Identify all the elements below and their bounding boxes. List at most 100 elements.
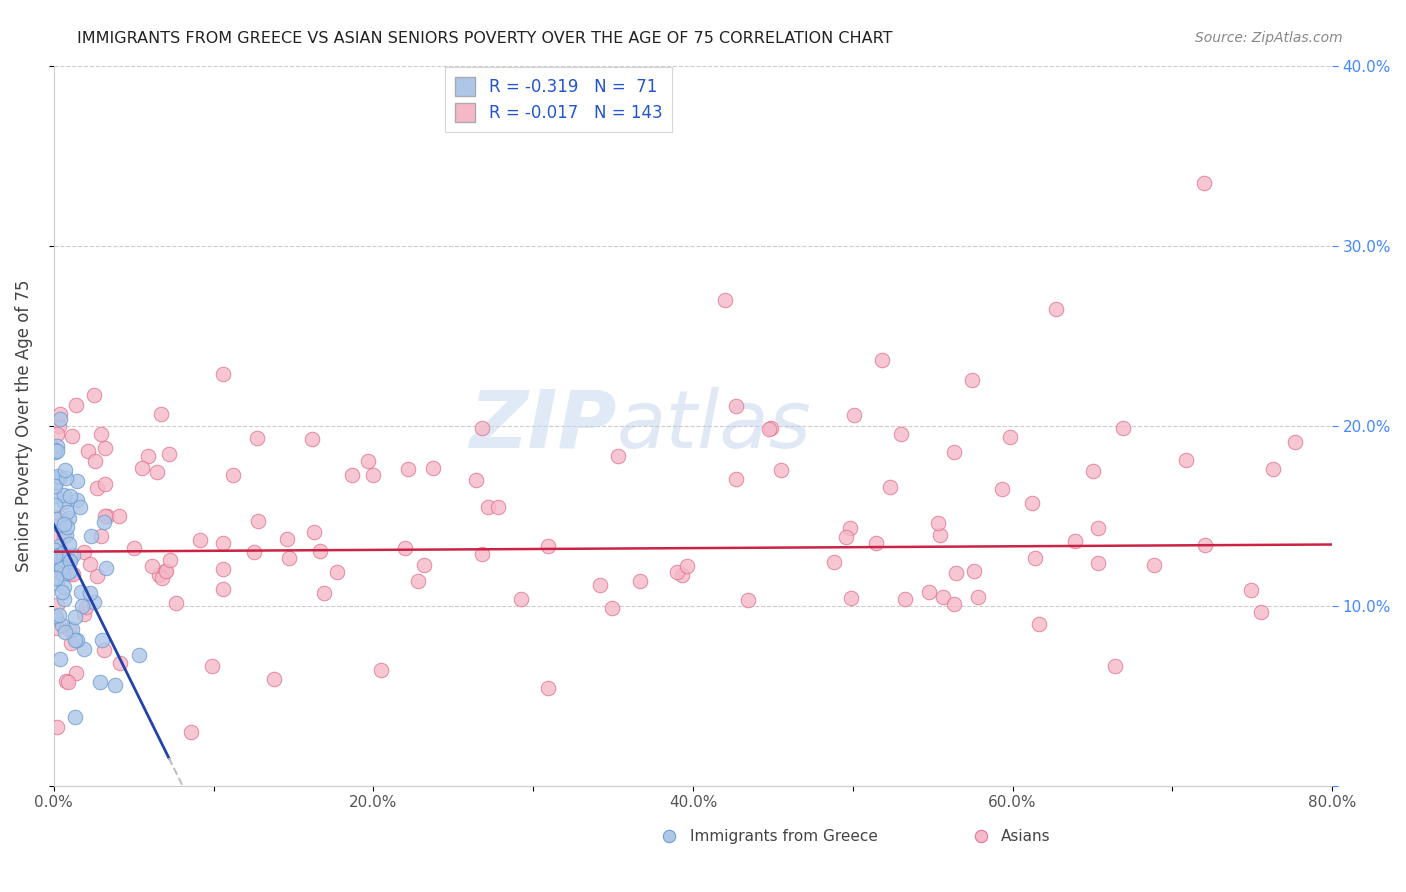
Point — [131, 460, 153, 475]
Text: Asians: Asians — [1001, 829, 1050, 844]
Point — [73, 642, 96, 657]
Point — [48, 549, 70, 563]
Point — [55, 673, 77, 688]
Point — [49, 565, 72, 579]
Point — [48, 518, 70, 533]
Point — [246, 431, 269, 445]
Point — [62, 429, 84, 443]
Point — [51, 546, 73, 560]
Point — [969, 829, 991, 843]
Point — [46, 598, 69, 612]
Point — [70, 585, 93, 599]
Point — [1028, 617, 1050, 632]
Point — [326, 565, 349, 579]
Point — [124, 541, 146, 555]
Text: ZIP: ZIP — [468, 386, 616, 465]
Point — [406, 574, 429, 588]
Point — [93, 515, 115, 529]
Point — [63, 610, 86, 624]
Point — [413, 558, 436, 572]
Point — [45, 475, 67, 489]
Point — [157, 447, 180, 461]
Point — [1063, 533, 1085, 548]
Point — [52, 553, 75, 567]
Point — [44, 479, 66, 493]
Point — [671, 567, 693, 582]
Point — [737, 593, 759, 607]
Point — [471, 421, 494, 435]
Point — [46, 720, 69, 734]
Point — [396, 462, 419, 476]
Point — [108, 656, 131, 670]
Point — [960, 373, 983, 387]
Point — [1081, 464, 1104, 478]
Point — [89, 674, 111, 689]
Point — [84, 454, 107, 468]
Point — [342, 468, 364, 483]
Point — [93, 642, 115, 657]
Point — [56, 505, 79, 519]
Point — [49, 470, 72, 484]
Point — [725, 399, 748, 413]
Point — [44, 511, 66, 525]
Point — [879, 479, 901, 493]
Point — [59, 553, 82, 567]
Point — [222, 467, 245, 482]
Point — [83, 387, 105, 401]
Point — [665, 565, 688, 579]
Point — [44, 549, 66, 563]
Point — [1175, 452, 1198, 467]
Point — [537, 681, 560, 695]
Point — [83, 594, 105, 608]
Point — [188, 533, 211, 547]
Point — [58, 675, 80, 690]
Point — [46, 443, 69, 458]
Point — [150, 571, 173, 585]
Point — [146, 465, 169, 479]
Point — [247, 514, 270, 528]
Point — [48, 539, 70, 553]
Point — [65, 397, 87, 411]
Point — [1104, 659, 1126, 673]
Point — [79, 557, 101, 571]
Point — [48, 510, 70, 524]
Point — [76, 443, 98, 458]
Point — [53, 495, 76, 509]
Point — [211, 562, 233, 576]
Point — [45, 610, 67, 624]
Point — [58, 565, 80, 579]
Point — [62, 548, 84, 562]
Point — [46, 468, 69, 483]
Point — [46, 621, 69, 635]
Point — [263, 672, 285, 686]
Point — [66, 632, 89, 647]
Point — [844, 408, 866, 422]
Point — [90, 632, 112, 647]
Point — [422, 461, 444, 475]
Point — [1194, 176, 1216, 190]
Point — [58, 622, 80, 636]
Point — [212, 582, 235, 596]
Point — [724, 472, 747, 486]
Point — [309, 543, 332, 558]
Point — [839, 591, 862, 605]
Point — [606, 449, 628, 463]
Point — [48, 418, 70, 433]
Point — [141, 558, 163, 573]
Point — [52, 580, 75, 594]
Point — [1250, 605, 1272, 619]
Point — [55, 471, 77, 485]
Point — [759, 421, 782, 435]
Point — [276, 532, 298, 546]
Point — [963, 565, 986, 579]
Point — [1087, 521, 1109, 535]
Point — [509, 592, 531, 607]
Point — [45, 556, 67, 570]
Point — [58, 536, 80, 550]
Point — [536, 539, 558, 553]
Point — [1194, 538, 1216, 552]
Point — [165, 596, 187, 610]
Text: Immigrants from Greece: Immigrants from Greece — [690, 829, 877, 844]
Point — [1143, 558, 1166, 573]
Point — [52, 516, 75, 531]
